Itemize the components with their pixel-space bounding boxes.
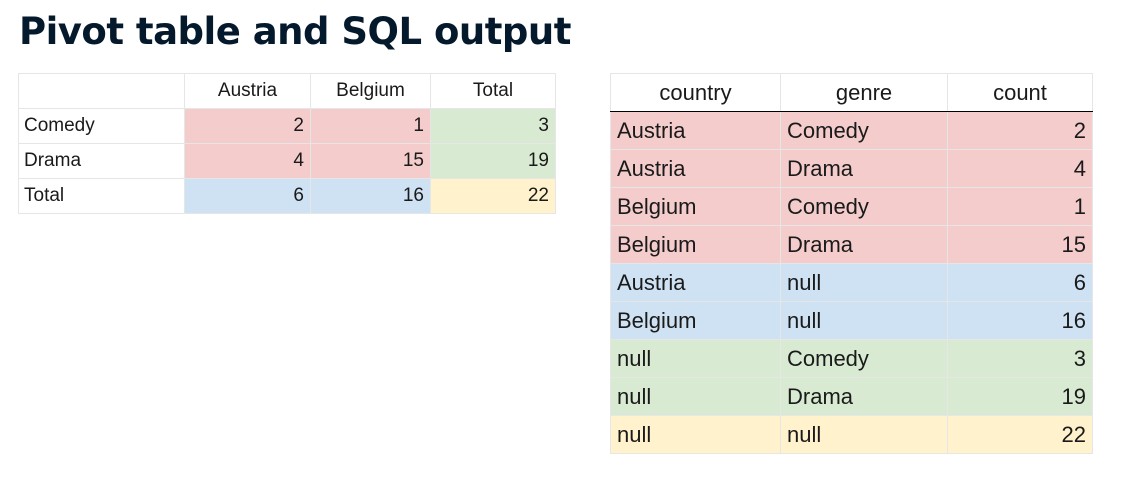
sql-row: Belgium null 16 <box>610 301 1093 340</box>
sql-cell-country: Belgium <box>610 225 781 264</box>
pivot-cell-total: 16 <box>310 178 431 214</box>
pivot-header-row: Austria Belgium Total <box>18 73 556 109</box>
page-title: Pivot table and SQL output <box>19 10 571 53</box>
sql-cell-count: 4 <box>947 149 1093 188</box>
sql-row: Austria null 6 <box>610 263 1093 302</box>
sql-cell-count: 3 <box>947 339 1093 378</box>
sql-cell-genre: null <box>780 415 948 454</box>
sql-cell-count: 22 <box>947 415 1093 454</box>
pivot-cell-total: 6 <box>184 178 311 214</box>
sql-header-genre: genre <box>780 73 948 112</box>
sql-header-row: country genre count <box>610 73 1093 112</box>
pivot-cell-total: 3 <box>430 108 556 144</box>
pivot-row-label: Drama <box>18 143 185 179</box>
pivot-row-drama: Drama 4 15 19 <box>18 143 556 179</box>
sql-cell-country: Austria <box>610 111 781 150</box>
pivot-row-label: Comedy <box>18 108 185 144</box>
pivot-row-comedy: Comedy 2 1 3 <box>18 108 556 144</box>
sql-cell-genre: Comedy <box>780 187 948 226</box>
sql-cell-count: 6 <box>947 263 1093 302</box>
pivot-header-corner <box>18 73 185 109</box>
sql-row: null Drama 19 <box>610 377 1093 416</box>
sql-output-table: country genre count Austria Comedy 2 Austri… <box>610 73 1093 454</box>
pivot-row-label: Total <box>18 178 185 214</box>
pivot-cell: 4 <box>184 143 311 179</box>
sql-cell-country: Belgium <box>610 301 781 340</box>
pivot-header-belgium: Belgium <box>310 73 431 109</box>
pivot-header-total: Total <box>430 73 556 109</box>
sql-cell-country: Austria <box>610 263 781 302</box>
sql-cell-genre: Comedy <box>780 339 948 378</box>
sql-cell-count: 1 <box>947 187 1093 226</box>
pivot-cell: 15 <box>310 143 431 179</box>
sql-row: Belgium Drama 15 <box>610 225 1093 264</box>
pivot-table: Austria Belgium Total Comedy 2 1 3 Drama… <box>18 73 556 214</box>
sql-row: Austria Drama 4 <box>610 149 1093 188</box>
sql-cell-country: null <box>610 377 781 416</box>
sql-header-country: country <box>610 73 781 112</box>
sql-cell-genre: null <box>780 301 948 340</box>
sql-cell-country: null <box>610 339 781 378</box>
pivot-cell: 1 <box>310 108 431 144</box>
sql-cell-count: 19 <box>947 377 1093 416</box>
pivot-cell-grand-total: 22 <box>430 178 556 214</box>
pivot-header-austria: Austria <box>184 73 311 109</box>
sql-header-count: count <box>947 73 1093 112</box>
sql-cell-genre: null <box>780 263 948 302</box>
sql-cell-country: Austria <box>610 149 781 188</box>
sql-cell-genre: Comedy <box>780 111 948 150</box>
pivot-cell-total: 19 <box>430 143 556 179</box>
sql-row: null null 22 <box>610 415 1093 454</box>
sql-cell-genre: Drama <box>780 377 948 416</box>
sql-cell-count: 16 <box>947 301 1093 340</box>
sql-row: Belgium Comedy 1 <box>610 187 1093 226</box>
sql-row: Austria Comedy 2 <box>610 111 1093 150</box>
sql-cell-genre: Drama <box>780 225 948 264</box>
sql-cell-count: 2 <box>947 111 1093 150</box>
sql-cell-genre: Drama <box>780 149 948 188</box>
pivot-row-total: Total 6 16 22 <box>18 178 556 214</box>
sql-cell-country: null <box>610 415 781 454</box>
sql-cell-country: Belgium <box>610 187 781 226</box>
pivot-cell: 2 <box>184 108 311 144</box>
sql-row: null Comedy 3 <box>610 339 1093 378</box>
sql-cell-count: 15 <box>947 225 1093 264</box>
